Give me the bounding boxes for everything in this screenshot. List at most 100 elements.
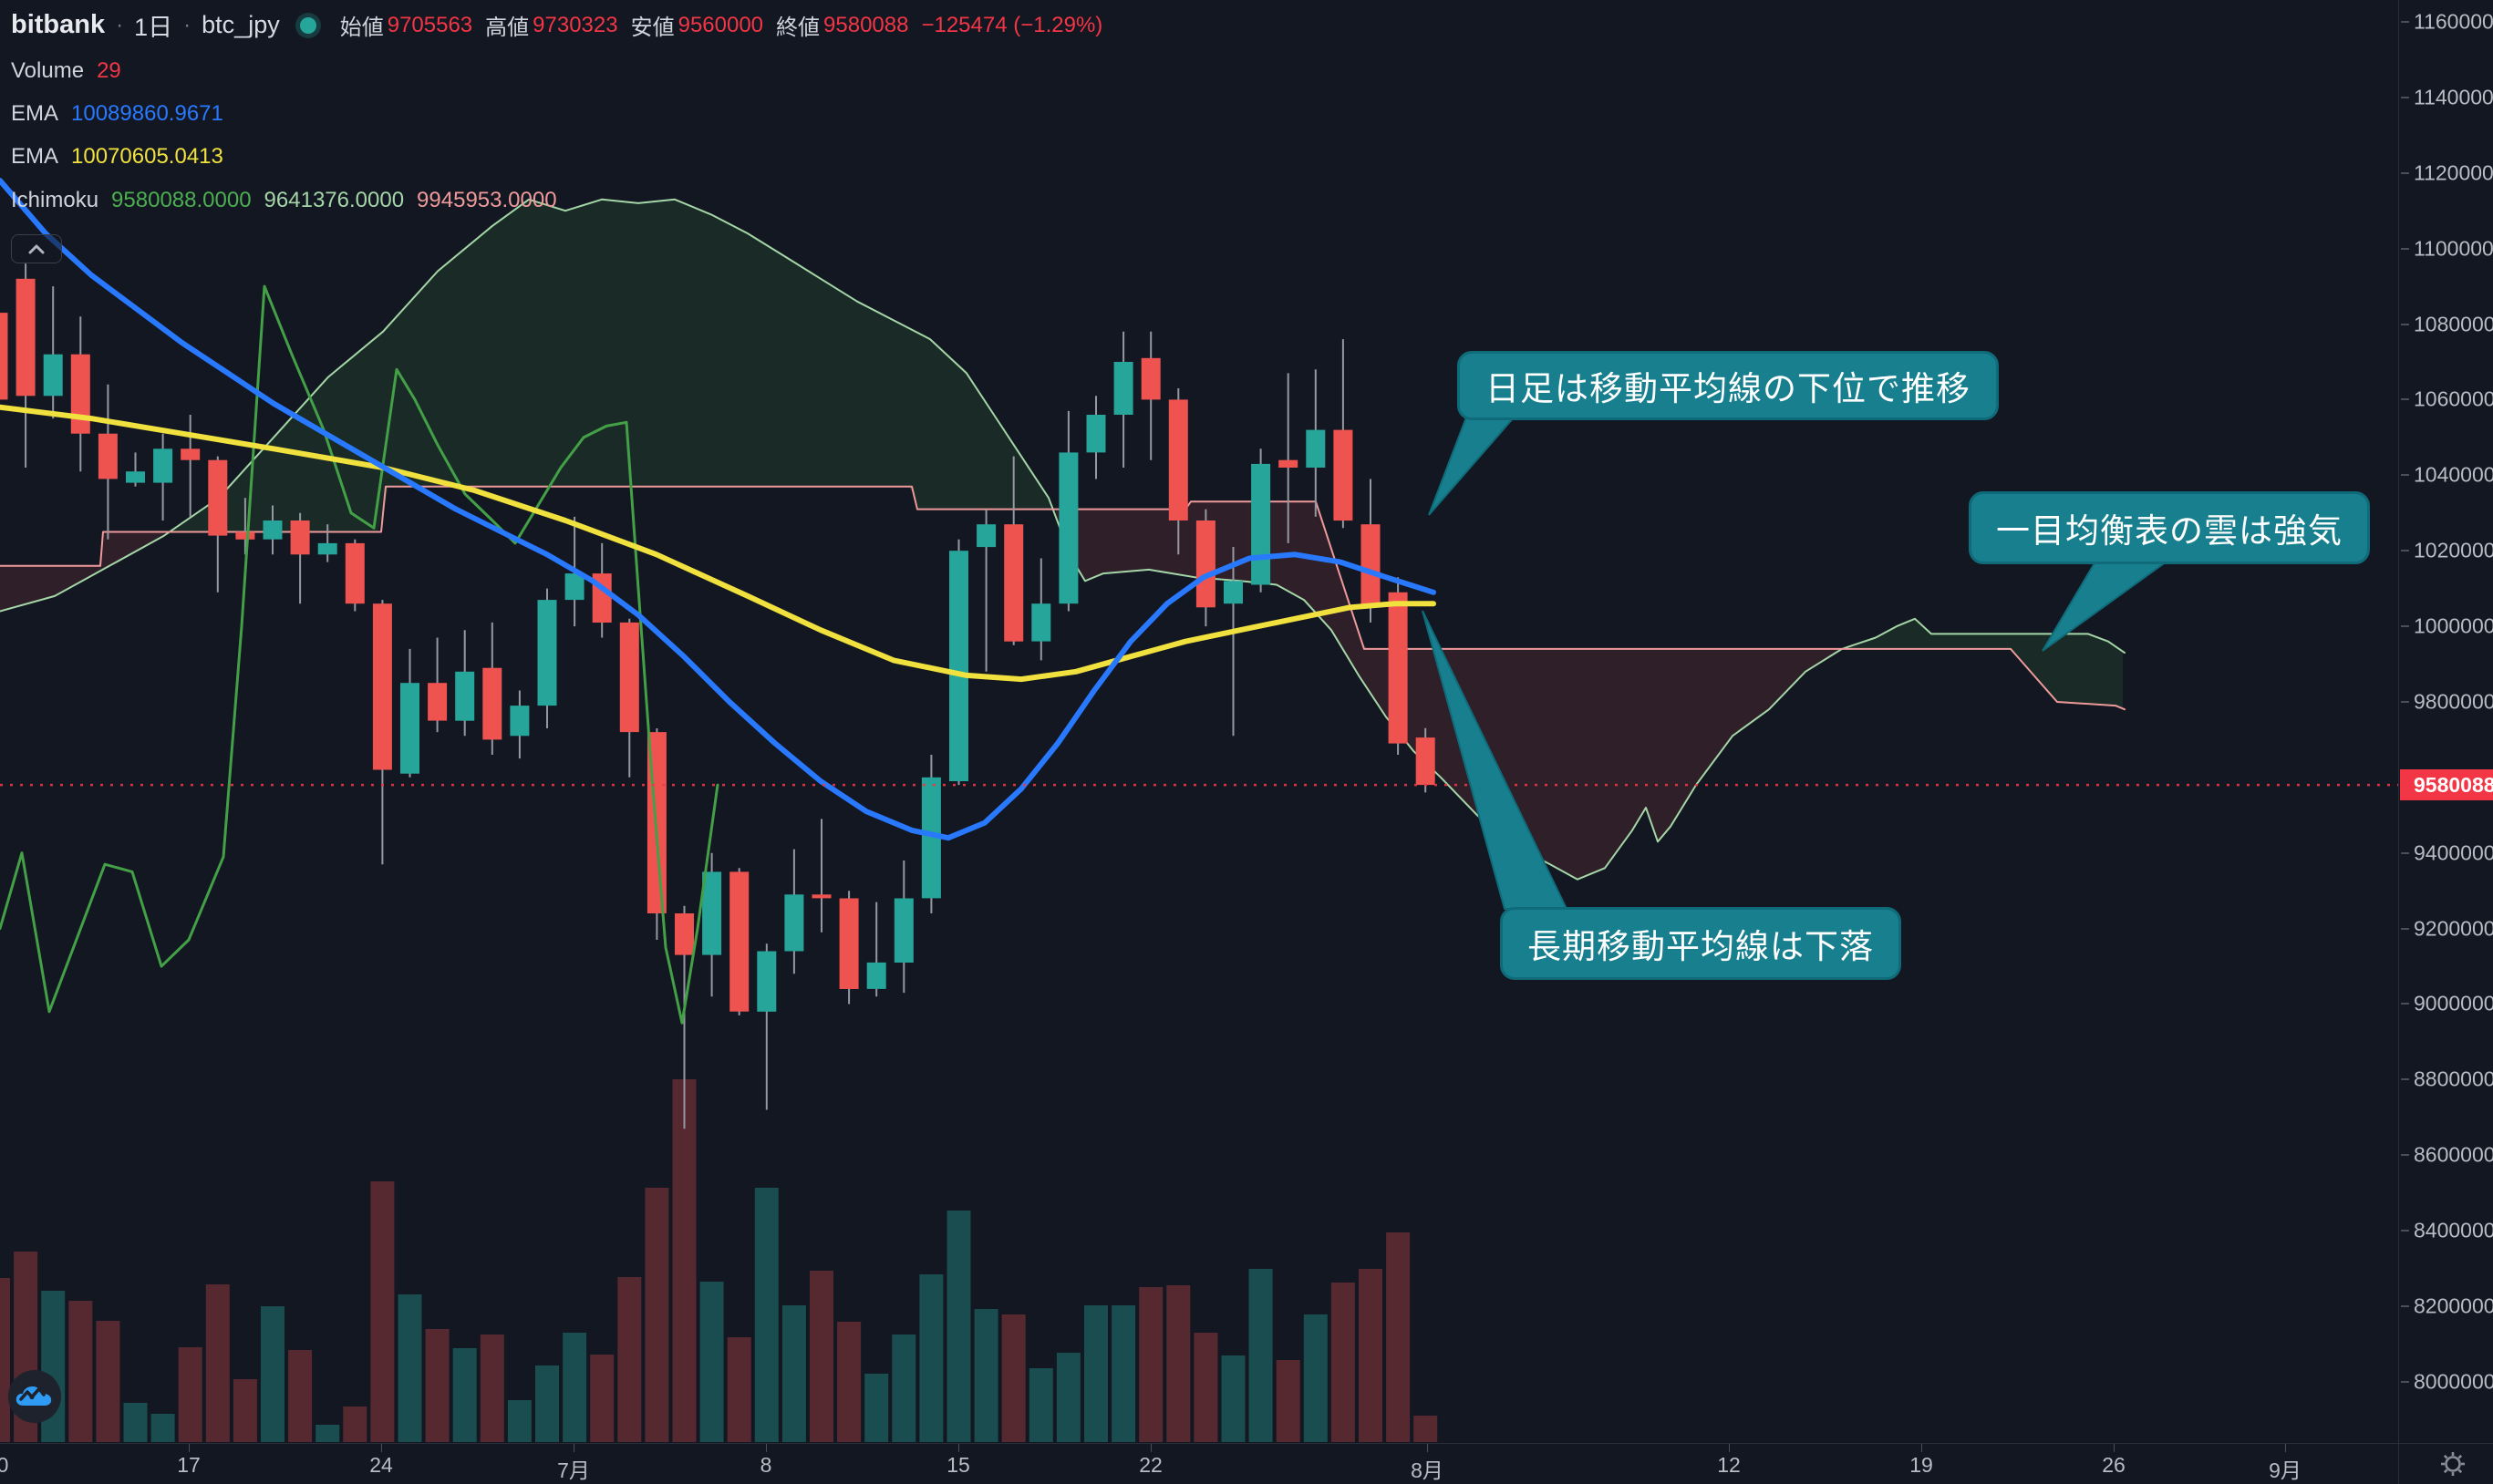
volume-bar	[1056, 1353, 1081, 1442]
chart-logo[interactable]	[8, 1370, 61, 1423]
exchange-name[interactable]: bitbank	[11, 10, 106, 39]
volume-bar	[864, 1374, 889, 1442]
time-tick-mark	[1729, 1444, 1730, 1452]
time-axis-label: 12	[1717, 1453, 1741, 1477]
volume-bar	[837, 1322, 862, 1442]
ichimoku-bear-cloud	[0, 531, 164, 612]
candle-body	[70, 354, 90, 434]
volume-bar	[0, 1278, 10, 1442]
price-tick-mark	[2401, 474, 2409, 477]
candle-body	[16, 278, 36, 397]
volume-bar	[1359, 1269, 1382, 1442]
time-axis[interactable]: 0 17 24 7月 8 15 22 8月 12 19 26 9月	[0, 1443, 2493, 1484]
candle-body	[1251, 463, 1271, 585]
annotation-callout-longma[interactable]: 長期移動平均線は下落	[1500, 907, 1901, 980]
separator-dot: ·	[116, 12, 124, 37]
candle-body	[1059, 452, 1079, 604]
high-value: 9730323	[533, 12, 618, 37]
volume-bar	[892, 1335, 916, 1442]
senkou-a-line	[0, 198, 2126, 881]
candle-body	[977, 524, 997, 548]
price-axis[interactable]: 11600000 11400000 11200000 11000000 10800000…	[2398, 0, 2493, 1484]
time-axis-label: 26	[2102, 1453, 2126, 1477]
volume-bar	[233, 1379, 257, 1442]
separator-dot: ·	[183, 12, 191, 37]
candle-body	[894, 898, 914, 963]
chart-pane	[0, 178, 2398, 1442]
price-tick-mark	[2401, 21, 2409, 23]
volume-value: 29	[97, 58, 121, 83]
close-label: 終値	[776, 15, 821, 40]
volume-bar	[123, 1403, 148, 1442]
candle-body	[1278, 459, 1298, 468]
volume-bar	[754, 1188, 779, 1442]
time-tick-mark	[1427, 1444, 1428, 1452]
price-tick-mark	[2401, 1305, 2409, 1308]
volume-bar	[205, 1284, 230, 1442]
interval-label[interactable]: 1日	[134, 14, 173, 41]
candle-body	[98, 433, 118, 479]
candle-body	[1224, 581, 1243, 604]
price-tick-mark	[2401, 398, 2409, 401]
candle-body	[263, 520, 283, 540]
price-tick-mark	[2401, 1003, 2409, 1005]
symbol-pair[interactable]: btc_jpy	[202, 11, 280, 38]
candle-body	[400, 683, 419, 774]
annotation-callout-ma[interactable]: 日足は移動平均線の下位で推移	[1457, 351, 1999, 420]
candle-body	[1031, 603, 1051, 642]
price-axis-label: 8200000	[2414, 1293, 2493, 1318]
legend-collapse-button[interactable]	[11, 234, 62, 263]
legend-ema-fast[interactable]: EMA 10089860.9671	[11, 101, 223, 127]
price-axis-label: 8800000	[2414, 1067, 2493, 1091]
volume-bar	[781, 1305, 806, 1442]
time-axis-label: 17	[177, 1453, 201, 1477]
gear-icon	[2441, 1452, 2465, 1476]
time-axis-label: 24	[369, 1453, 393, 1477]
time-tick-mark	[189, 1444, 190, 1452]
candle-body	[921, 777, 941, 899]
candle-body	[619, 622, 639, 733]
price-tick-mark	[2401, 1078, 2409, 1081]
price-axis-label: 11200000	[2414, 160, 2493, 185]
volume-bar	[1330, 1283, 1355, 1442]
ema-slow-value: 10070605.0413	[71, 144, 223, 169]
legend-volume[interactable]: Volume 29	[11, 58, 121, 84]
candle-body	[208, 459, 228, 536]
price-tick-mark	[2401, 1230, 2409, 1232]
candle-body	[181, 448, 201, 460]
time-axis-label: 22	[1139, 1453, 1163, 1477]
ema-fast-value: 10089860.9671	[71, 101, 223, 126]
candle-body	[372, 603, 392, 770]
candle-body	[537, 600, 557, 706]
price-tick-mark	[2401, 323, 2409, 325]
volume-bar	[370, 1181, 395, 1442]
time-tick-mark	[1921, 1444, 1922, 1452]
price-axis-label: 10000000	[2414, 613, 2493, 638]
time-axis-label: 8月	[1411, 1458, 1443, 1482]
axis-settings-button[interactable]	[2436, 1448, 2469, 1480]
price-tick-mark	[2401, 171, 2409, 174]
candle-body	[1415, 737, 1435, 786]
annotation-callout-cloud[interactable]: 一目均衡表の雲は強気	[1969, 491, 2370, 564]
candle-body	[317, 542, 337, 555]
price-tick-mark	[2401, 927, 2409, 930]
ema-fast-label: EMA	[11, 101, 59, 126]
legend-ema-slow[interactable]: EMA 10070605.0413	[11, 144, 223, 170]
price-axis-label: 10200000	[2414, 538, 2493, 562]
candle-body	[0, 313, 8, 400]
ohlc-readout: 始値 9705563 高値 9730323 安値 9560000 終値 9580088 …	[340, 9, 1103, 41]
time-axis-label: 9月	[2269, 1458, 2302, 1482]
time-tick-mark	[766, 1444, 767, 1452]
volume-bar	[1276, 1360, 1300, 1442]
low-value: 9560000	[678, 12, 764, 37]
legend-ichimoku[interactable]: Ichimoku 9580088.0000 9641376.0000 99459…	[11, 188, 557, 213]
candle-body	[153, 448, 173, 483]
market-status-icon	[299, 16, 316, 34]
volume-bar	[947, 1211, 971, 1442]
price-axis-label: 9200000	[2414, 916, 2493, 941]
candle-body	[482, 667, 502, 740]
volume-bar	[645, 1188, 669, 1442]
volume-bar	[398, 1294, 422, 1442]
time-axis-label: 0	[0, 1453, 9, 1477]
